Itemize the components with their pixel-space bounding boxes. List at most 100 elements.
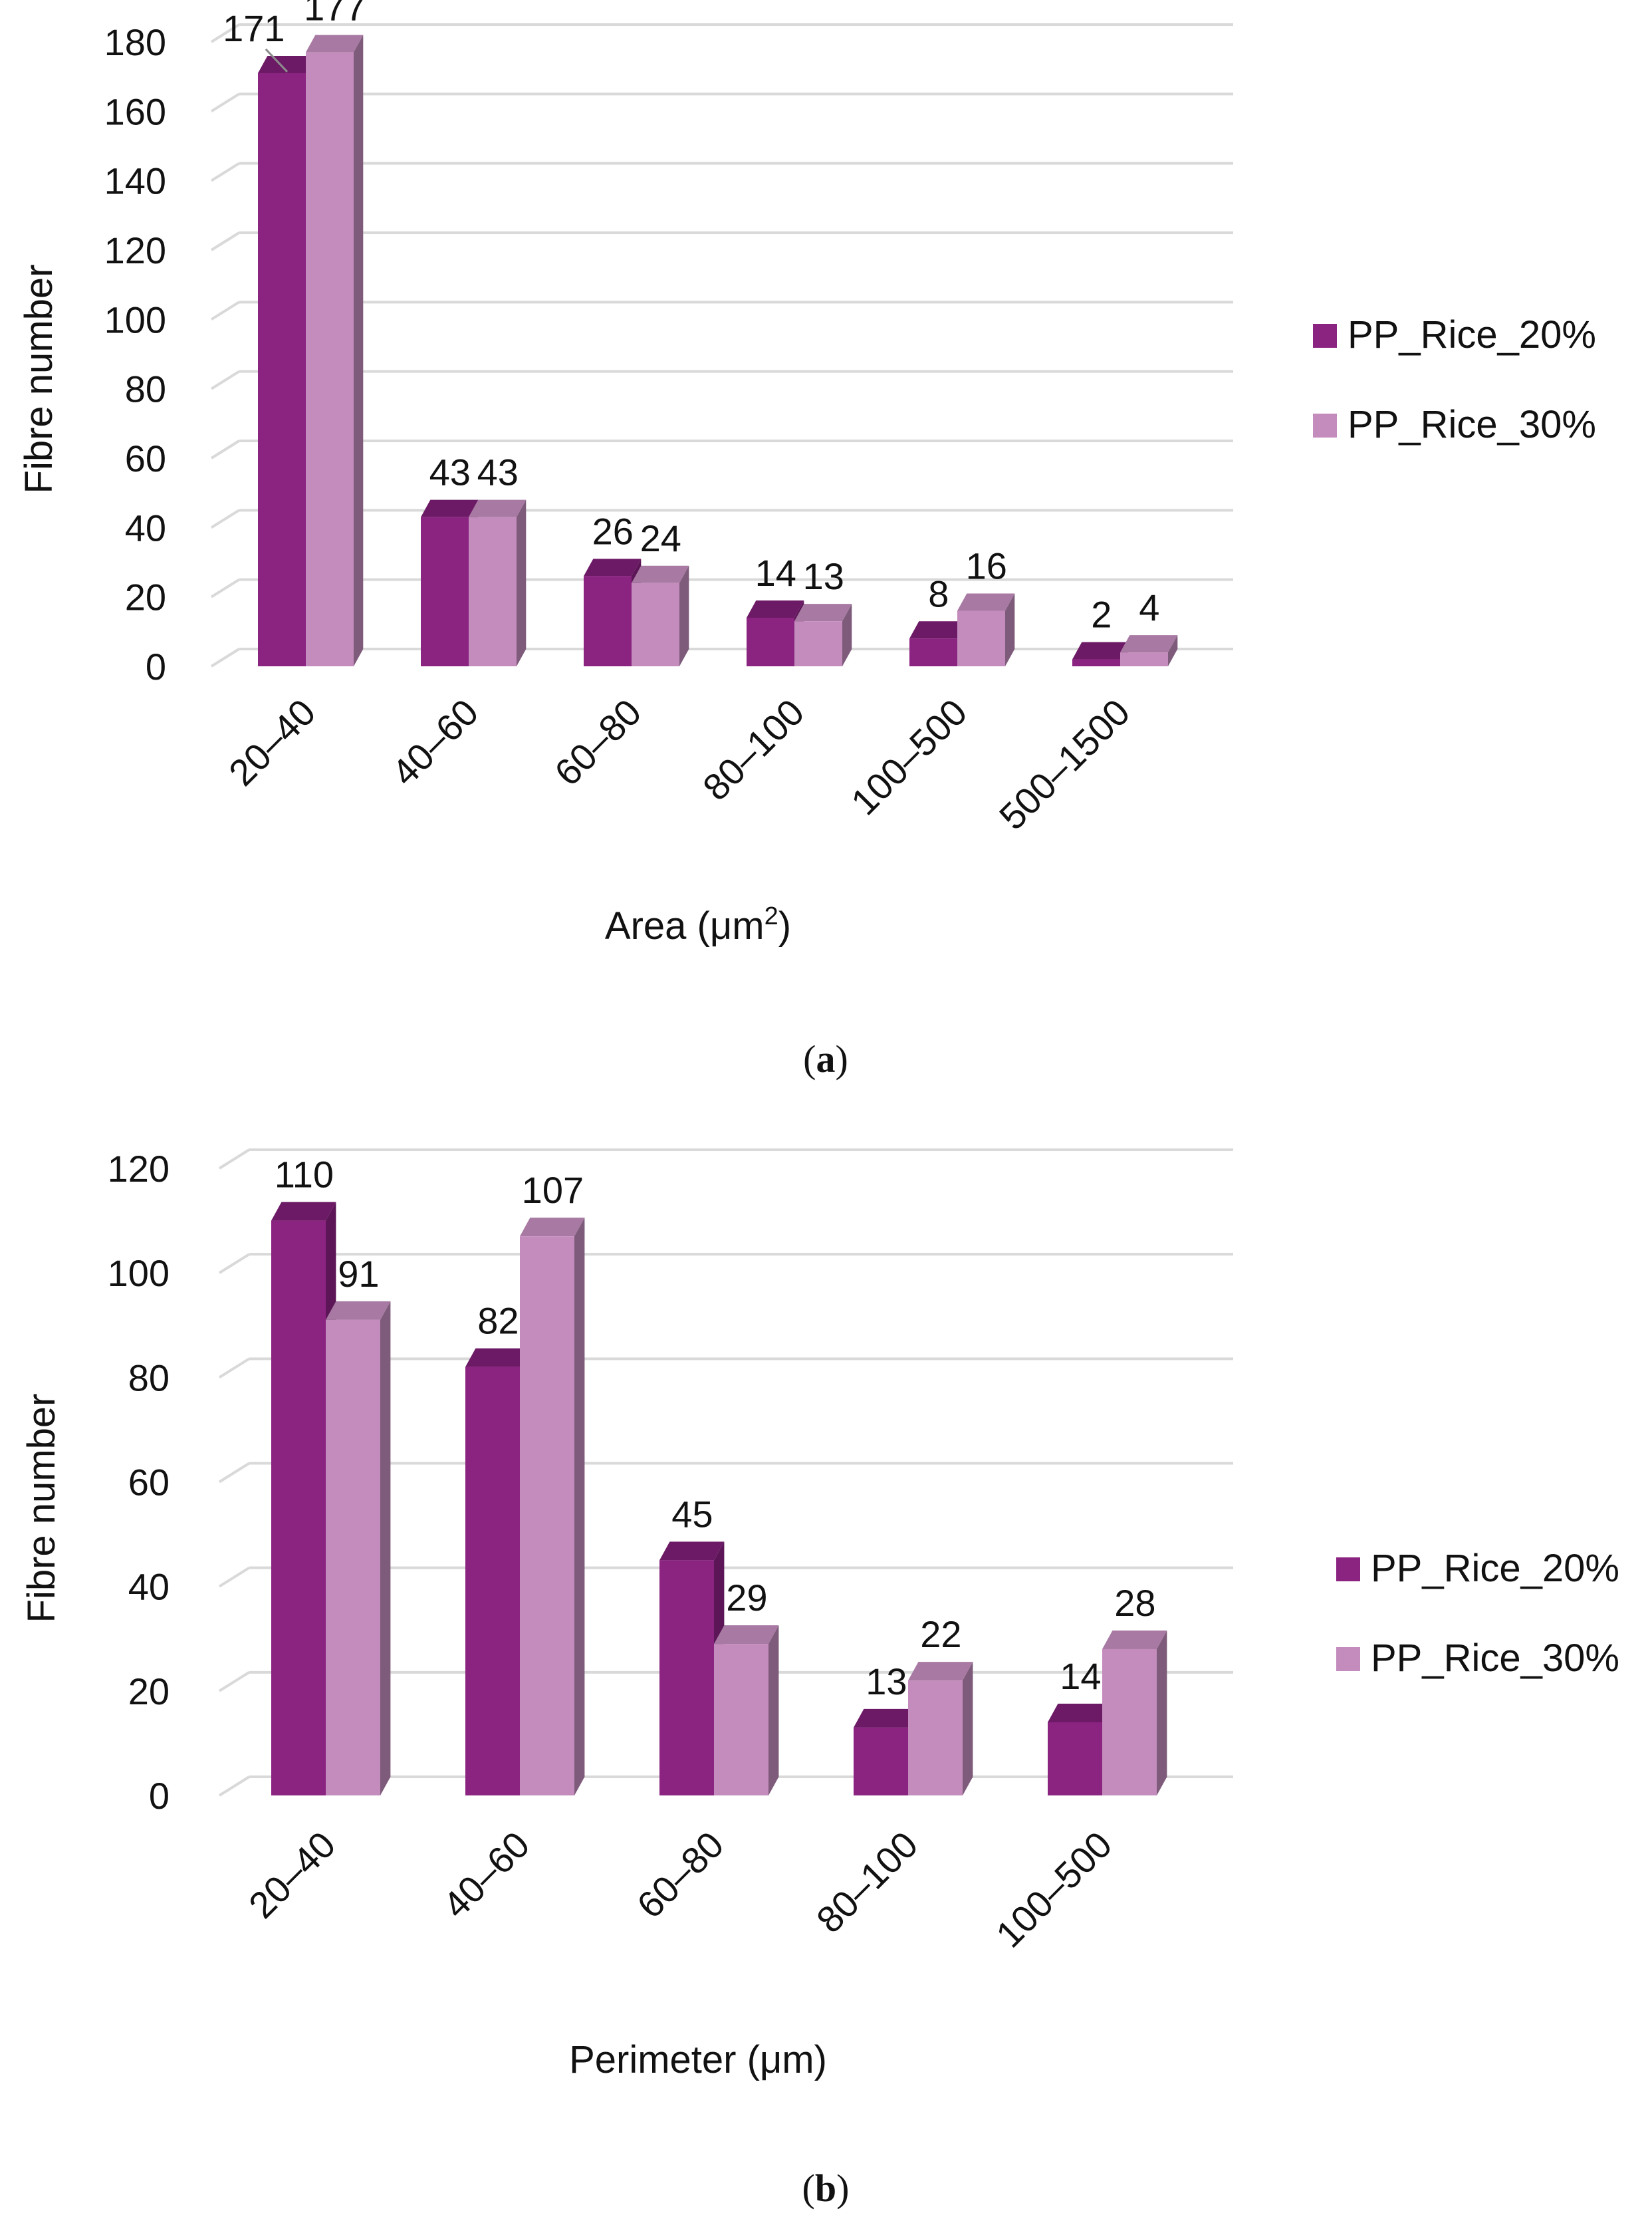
y-tick-label: 100 <box>104 299 166 340</box>
gridlines: 0 20 40 60 80 100 120 140 160 180 <box>104 21 1233 688</box>
bar-PP_Rice_30%-20–40 <box>326 1319 380 1795</box>
bar-PP_Rice_30%-100–500 <box>957 610 1005 666</box>
bar-top-2 <box>306 35 364 53</box>
bar-PP_Rice_20%-100–500 <box>909 638 957 666</box>
bar-top-1 <box>747 600 804 618</box>
caption-letter: a <box>816 1037 836 1081</box>
figure-caption: (b) <box>802 2166 850 2210</box>
data-label-leader <box>265 48 289 72</box>
y-axis-title: Fibre number <box>20 1394 63 1623</box>
x-axis-title: Area (μm2) <box>605 902 791 948</box>
data-label: 8 <box>928 573 949 614</box>
data-label: 13 <box>803 555 844 597</box>
bar-PP_Rice_30%-40–60 <box>469 517 517 666</box>
bar-PP_Rice_20%-20–40 <box>258 72 306 666</box>
data-label: 110 <box>275 1154 334 1196</box>
y-tick-label: 100 <box>108 1252 170 1294</box>
bar-top-1 <box>1048 1703 1113 1722</box>
legend-label: PP_Rice_30% <box>1371 1637 1619 1680</box>
y-tick-label: 80 <box>128 1357 170 1398</box>
data-label: 107 <box>522 1169 584 1211</box>
gridline-diagonal <box>210 301 240 321</box>
legend-swatch-1 <box>1336 1557 1360 1581</box>
bar-PP_Rice_20%-60–80 <box>659 1560 714 1795</box>
x-tick-label: 20–40 <box>221 691 324 794</box>
bar-side-2 <box>842 604 852 666</box>
bar-top-2 <box>632 565 689 583</box>
bar-side-2 <box>380 1301 391 1795</box>
legend-label: PP_Rice_20% <box>1348 313 1596 356</box>
gridline-diagonal <box>210 92 240 113</box>
bar-top-2 <box>1120 635 1178 653</box>
bar-top-2 <box>714 1625 779 1644</box>
y-tick-label: 40 <box>125 507 166 549</box>
bars: 110 91 82 107 45 29 13 22 14 28 <box>271 1154 1167 1795</box>
bar-PP_Rice_30%-60–80 <box>632 583 679 666</box>
bar-PP_Rice_20%-500–1500 <box>1072 659 1120 666</box>
data-label: 4 <box>1139 587 1159 628</box>
bar-side-2 <box>768 1625 779 1795</box>
bar-PP_Rice_30%-20–40 <box>306 52 354 666</box>
bar-side-2 <box>1157 1630 1167 1795</box>
data-label: 171 <box>223 7 285 49</box>
bar-side-2 <box>679 565 689 666</box>
bar-top-2 <box>326 1301 391 1320</box>
gridline-diagonal <box>210 440 240 459</box>
bar-top-2 <box>469 499 527 517</box>
bar-PP_Rice_20%-20–40 <box>271 1220 326 1795</box>
y-tick-label: 0 <box>149 1775 170 1817</box>
gridline-diagonal <box>218 1671 250 1692</box>
data-label: 45 <box>671 1493 713 1535</box>
data-label: 177 <box>304 0 366 29</box>
data-label: 43 <box>477 452 519 493</box>
data-label: 13 <box>866 1660 907 1702</box>
y-tick-label: 120 <box>108 1148 170 1190</box>
x-tick-label: 80–100 <box>808 1823 926 1941</box>
gridline-diagonal <box>210 578 240 598</box>
gridline-diagonal <box>210 23 240 43</box>
bar-top-1 <box>584 559 642 577</box>
x-tick-label: 100–500 <box>843 691 975 823</box>
x-tick-label: 60–80 <box>546 691 649 794</box>
y-tick-label: 160 <box>104 90 166 132</box>
x-axis-title-main: Area (μm <box>605 904 765 948</box>
x-tick-label: 60–80 <box>629 1823 732 1926</box>
bar-PP_Rice_30%-40–60 <box>520 1236 574 1795</box>
gridline-diagonal <box>210 370 240 390</box>
bar-PP_Rice_20%-100–500 <box>1048 1722 1102 1795</box>
y-tick-label: 20 <box>125 577 166 618</box>
bar-side-2 <box>354 35 364 666</box>
bar-PP_Rice_20%-80–100 <box>854 1727 908 1795</box>
gridline-diagonal <box>218 1357 250 1379</box>
legend-swatch-1 <box>1313 324 1337 348</box>
data-label: 28 <box>1114 1582 1155 1624</box>
bar-top-1 <box>465 1348 531 1367</box>
bar-PP_Rice_20%-40–60 <box>465 1367 520 1795</box>
y-tick-label: 20 <box>128 1670 170 1712</box>
bar-top-2 <box>908 1662 973 1681</box>
x-axis-title: Perimeter (μm) <box>569 2038 827 2081</box>
y-tick-label: 0 <box>146 646 166 688</box>
gridline-diagonal <box>218 1462 250 1484</box>
x-tick-label: 40–60 <box>384 691 487 794</box>
y-tick-label: 80 <box>125 368 166 410</box>
gridline-diagonal <box>218 1148 250 1170</box>
legend-swatch-2 <box>1313 414 1337 438</box>
x-axis-title-end: ) <box>778 904 791 948</box>
x-tick-label: 80–100 <box>695 691 812 809</box>
y-tick-label: 60 <box>125 438 166 479</box>
gridline-diagonal <box>210 162 240 182</box>
bar-top-1 <box>258 55 316 73</box>
data-label: 16 <box>966 545 1007 587</box>
bar-side-2 <box>963 1662 973 1795</box>
x-tick-label: 100–500 <box>988 1823 1120 1956</box>
figure-caption: (a) <box>803 1037 848 1081</box>
legend-label: PP_Rice_20% <box>1371 1547 1619 1590</box>
bar-PP_Rice_30%-80–100 <box>908 1680 963 1795</box>
data-label: 22 <box>920 1613 961 1655</box>
x-tick-label: 20–40 <box>241 1823 344 1926</box>
gridline-diagonal <box>210 231 240 251</box>
bar-PP_Rice_20%-60–80 <box>584 576 632 666</box>
legend: PP_Rice_20% PP_Rice_30% <box>1336 1547 1619 1680</box>
